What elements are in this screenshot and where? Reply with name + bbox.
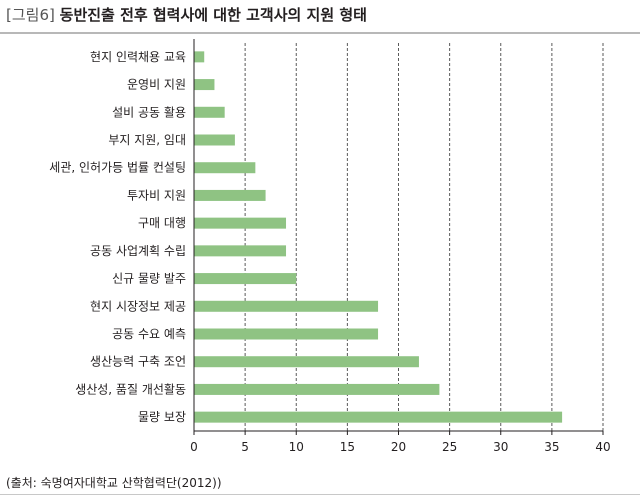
category-label: 설비 공동 활용 (112, 105, 186, 119)
bottom-divider (0, 494, 640, 495)
category-label: 현지 인력채용 교육 (90, 50, 186, 64)
category-label: 공동 수요 예측 (112, 327, 186, 341)
x-tick-label: 0 (190, 440, 198, 454)
category-label: 공동 사업계획 수립 (90, 244, 186, 258)
category-label: 생산능력 구축 조언 (90, 355, 186, 369)
x-tick-label: 35 (544, 440, 559, 454)
x-tick-label: 25 (442, 440, 457, 454)
bar (194, 79, 215, 91)
bar (194, 300, 379, 312)
x-tick-label: 10 (289, 440, 304, 454)
category-label: 구매 대행 (138, 215, 186, 230)
bar (194, 328, 379, 340)
x-tick-label: 20 (391, 440, 406, 454)
bar (194, 106, 225, 118)
bar (194, 411, 563, 423)
category-label: 생산성, 품질 개선활동 (75, 382, 186, 396)
x-tick-label: 15 (340, 440, 355, 454)
category-label: 물량 보장 (138, 410, 186, 424)
bar (194, 273, 297, 285)
x-tick-label: 5 (241, 440, 249, 454)
bar (194, 245, 287, 257)
category-label: 부지 지원, 임대 (108, 133, 186, 147)
x-tick-label: 40 (595, 440, 610, 454)
title-divider (0, 32, 640, 34)
bar (194, 134, 235, 146)
bar (194, 217, 287, 229)
source-note: (출처: 숙명여자대학교 산학협력단(2012)) (6, 476, 222, 490)
bar (194, 51, 205, 63)
category-label: 신규 물량 발주 (112, 272, 186, 286)
x-tick-label: 30 (493, 440, 508, 454)
bar (194, 356, 419, 368)
figure-title: [그림6] 동반진출 전후 협력사에 대한 고객사의 지원 형태 (6, 4, 367, 25)
figure-label: [그림6] (6, 6, 55, 24)
bar (194, 162, 256, 174)
category-label: 세관, 인허가등 법률 컨설팅 (49, 161, 186, 175)
category-label: 투자비 지원 (127, 188, 186, 202)
bar (194, 189, 266, 201)
category-label: 운영비 지원 (127, 78, 186, 92)
figure-title-text: 동반진출 전후 협력사에 대한 고객사의 지원 형태 (59, 6, 367, 24)
category-label: 현지 시장정보 제공 (90, 299, 186, 313)
bar (194, 383, 440, 395)
